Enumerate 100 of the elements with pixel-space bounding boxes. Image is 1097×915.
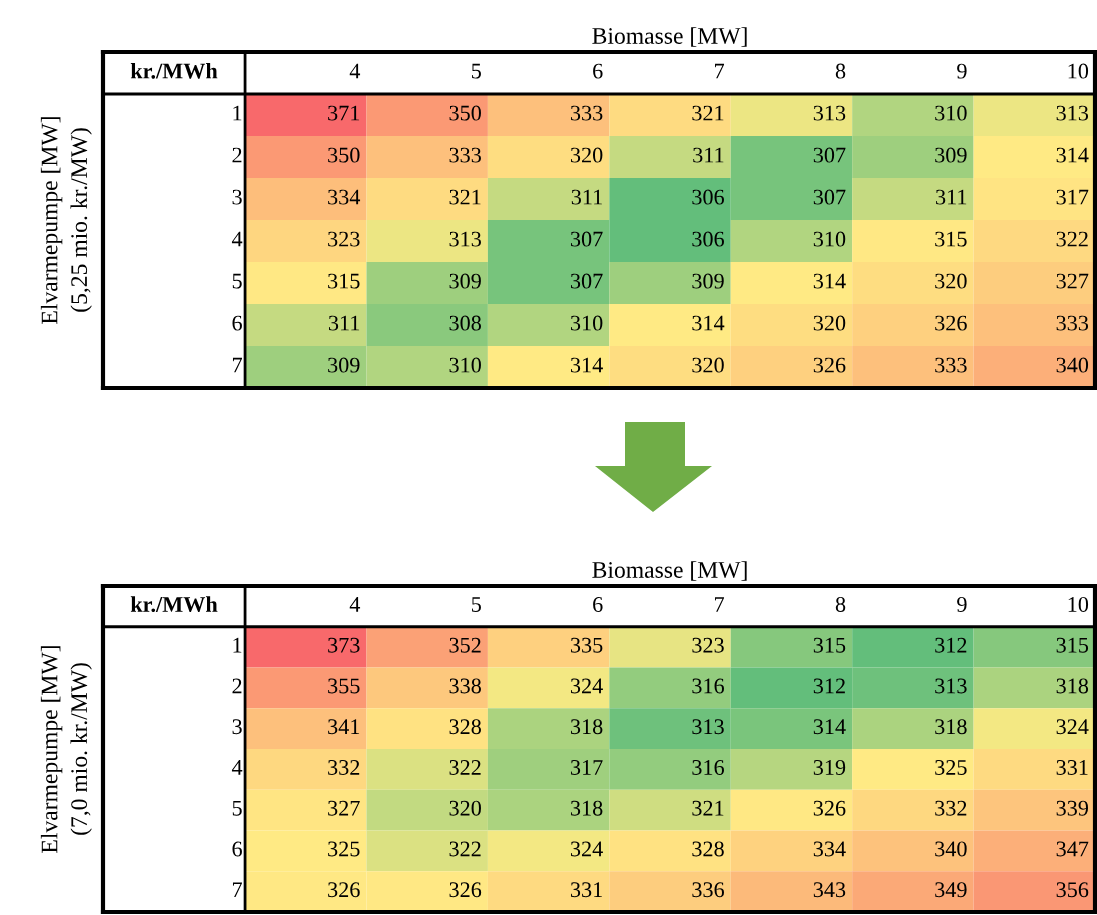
- data-label: 373: [328, 637, 360, 653]
- data-label: 335: [570, 637, 603, 653]
- data-label: 332: [328, 760, 360, 775]
- x-tick-label: 5: [472, 63, 481, 79]
- data-label: 310: [449, 357, 481, 373]
- data-label: 328: [449, 719, 481, 735]
- x-tick-label: 10: [1068, 596, 1089, 612]
- data-label: 347: [1056, 841, 1089, 857]
- y-axis-title: Elvarmepumpe [MW] (7,0 mio. kr./MW): [40, 646, 92, 853]
- data-label: 317: [1056, 189, 1089, 205]
- data-label: 319: [813, 760, 846, 775]
- y-tick-label: 6: [232, 315, 242, 331]
- data-label: 311: [693, 147, 724, 163]
- data-label: 340: [935, 841, 967, 857]
- data-label: 316: [692, 760, 725, 775]
- data-label: 322: [449, 841, 481, 857]
- text: kr./MWh: [130, 596, 218, 613]
- data-label: 314: [692, 315, 725, 331]
- data-label: 313: [935, 678, 967, 694]
- data-label: 349: [935, 882, 967, 898]
- y-tick-label: 2: [232, 678, 242, 694]
- data-label: 313: [692, 719, 724, 735]
- data-label: 332: [935, 800, 967, 816]
- data-label: 324: [1056, 719, 1089, 735]
- data-label: 327: [1056, 273, 1089, 289]
- data-label: 324: [570, 841, 603, 857]
- data-label: 324: [570, 678, 603, 694]
- data-label: 320: [692, 357, 724, 373]
- data-label: 318: [570, 719, 603, 735]
- data-label: 350: [328, 147, 360, 163]
- data-label: 336: [692, 882, 725, 898]
- data-label: 311: [936, 189, 967, 205]
- y-tick-label: 5: [232, 273, 242, 289]
- data-label: 343: [813, 882, 846, 898]
- data-label: 320: [570, 147, 603, 163]
- data-label: 315: [1056, 637, 1089, 653]
- data-label: 313: [813, 105, 846, 121]
- data-label: 327: [328, 800, 360, 816]
- data-label: 318: [1056, 678, 1089, 694]
- data-label: 356: [1056, 882, 1089, 898]
- x-tick-label: 7: [715, 597, 725, 612]
- x-tick-label: 5: [472, 597, 481, 612]
- data-label: 331: [570, 882, 602, 898]
- data-label: 306: [692, 189, 725, 205]
- data-label: 314: [813, 719, 846, 735]
- x-tick-label: 7: [715, 63, 725, 79]
- y-tick-label: 2: [232, 147, 242, 163]
- data-label: 328: [692, 841, 724, 857]
- data-label: 311: [571, 189, 602, 205]
- data-label: 309: [449, 273, 481, 289]
- data-label: 314: [1056, 147, 1089, 163]
- data-label: 310: [813, 231, 846, 247]
- data-label: 312: [935, 637, 967, 653]
- data-label: 320: [935, 273, 967, 289]
- data-label: 333: [1056, 315, 1089, 331]
- data-label: 322: [449, 760, 481, 775]
- data-label: 326: [449, 882, 482, 898]
- x-tick-label: 9: [957, 597, 967, 612]
- data-label: 334: [328, 189, 361, 205]
- data-label: 310: [570, 315, 603, 331]
- data-label: 323: [328, 231, 360, 247]
- x-tick-label: 10: [1068, 63, 1089, 79]
- data-label: 315: [328, 273, 360, 289]
- y-tick-label: 6: [232, 841, 242, 857]
- data-label: 320: [813, 315, 846, 331]
- data-label: 334: [813, 841, 846, 857]
- data-label: 339: [1056, 800, 1089, 816]
- data-label: 321: [692, 105, 724, 121]
- data-label: 307: [813, 147, 846, 163]
- y-axis-title: Elvarmepumpe [MW] (5,25 mio. kr./MW): [40, 117, 92, 324]
- data-label: 331: [1056, 760, 1088, 775]
- x-axis-title: Biomasse [MW]: [592, 561, 747, 581]
- y-tick-label: 1: [233, 637, 242, 653]
- data-label: 326: [813, 357, 846, 373]
- data-label: 333: [570, 105, 603, 121]
- x-tick-label: 6: [593, 597, 603, 612]
- data-label: 325: [328, 841, 360, 857]
- data-label: 316: [692, 678, 725, 694]
- data-label: 309: [935, 147, 967, 163]
- data-label: 371: [328, 105, 360, 121]
- data-label: 352: [449, 637, 481, 653]
- data-label: 307: [813, 189, 846, 205]
- data-label: 350: [449, 105, 481, 121]
- data-label: 311: [328, 315, 360, 331]
- data-label: 333: [935, 357, 967, 373]
- y-tick-label: 7: [232, 357, 242, 373]
- data-label: 340: [1056, 357, 1089, 373]
- y-tick-label: 3: [232, 719, 242, 735]
- data-label: 323: [692, 637, 724, 653]
- data-label: 307: [570, 231, 603, 247]
- x-tick-label: 9: [957, 63, 967, 79]
- x-axis-title: Biomasse [MW]: [592, 27, 747, 47]
- data-label: 333: [449, 147, 481, 163]
- data-label: 308: [449, 315, 481, 331]
- y-tick-label: 3: [232, 189, 242, 205]
- text: kr./MWh: [130, 62, 218, 79]
- data-label: 318: [570, 800, 603, 816]
- data-label: 313: [449, 231, 481, 247]
- data-label: 321: [449, 189, 481, 205]
- x-tick-label: 8: [835, 63, 846, 79]
